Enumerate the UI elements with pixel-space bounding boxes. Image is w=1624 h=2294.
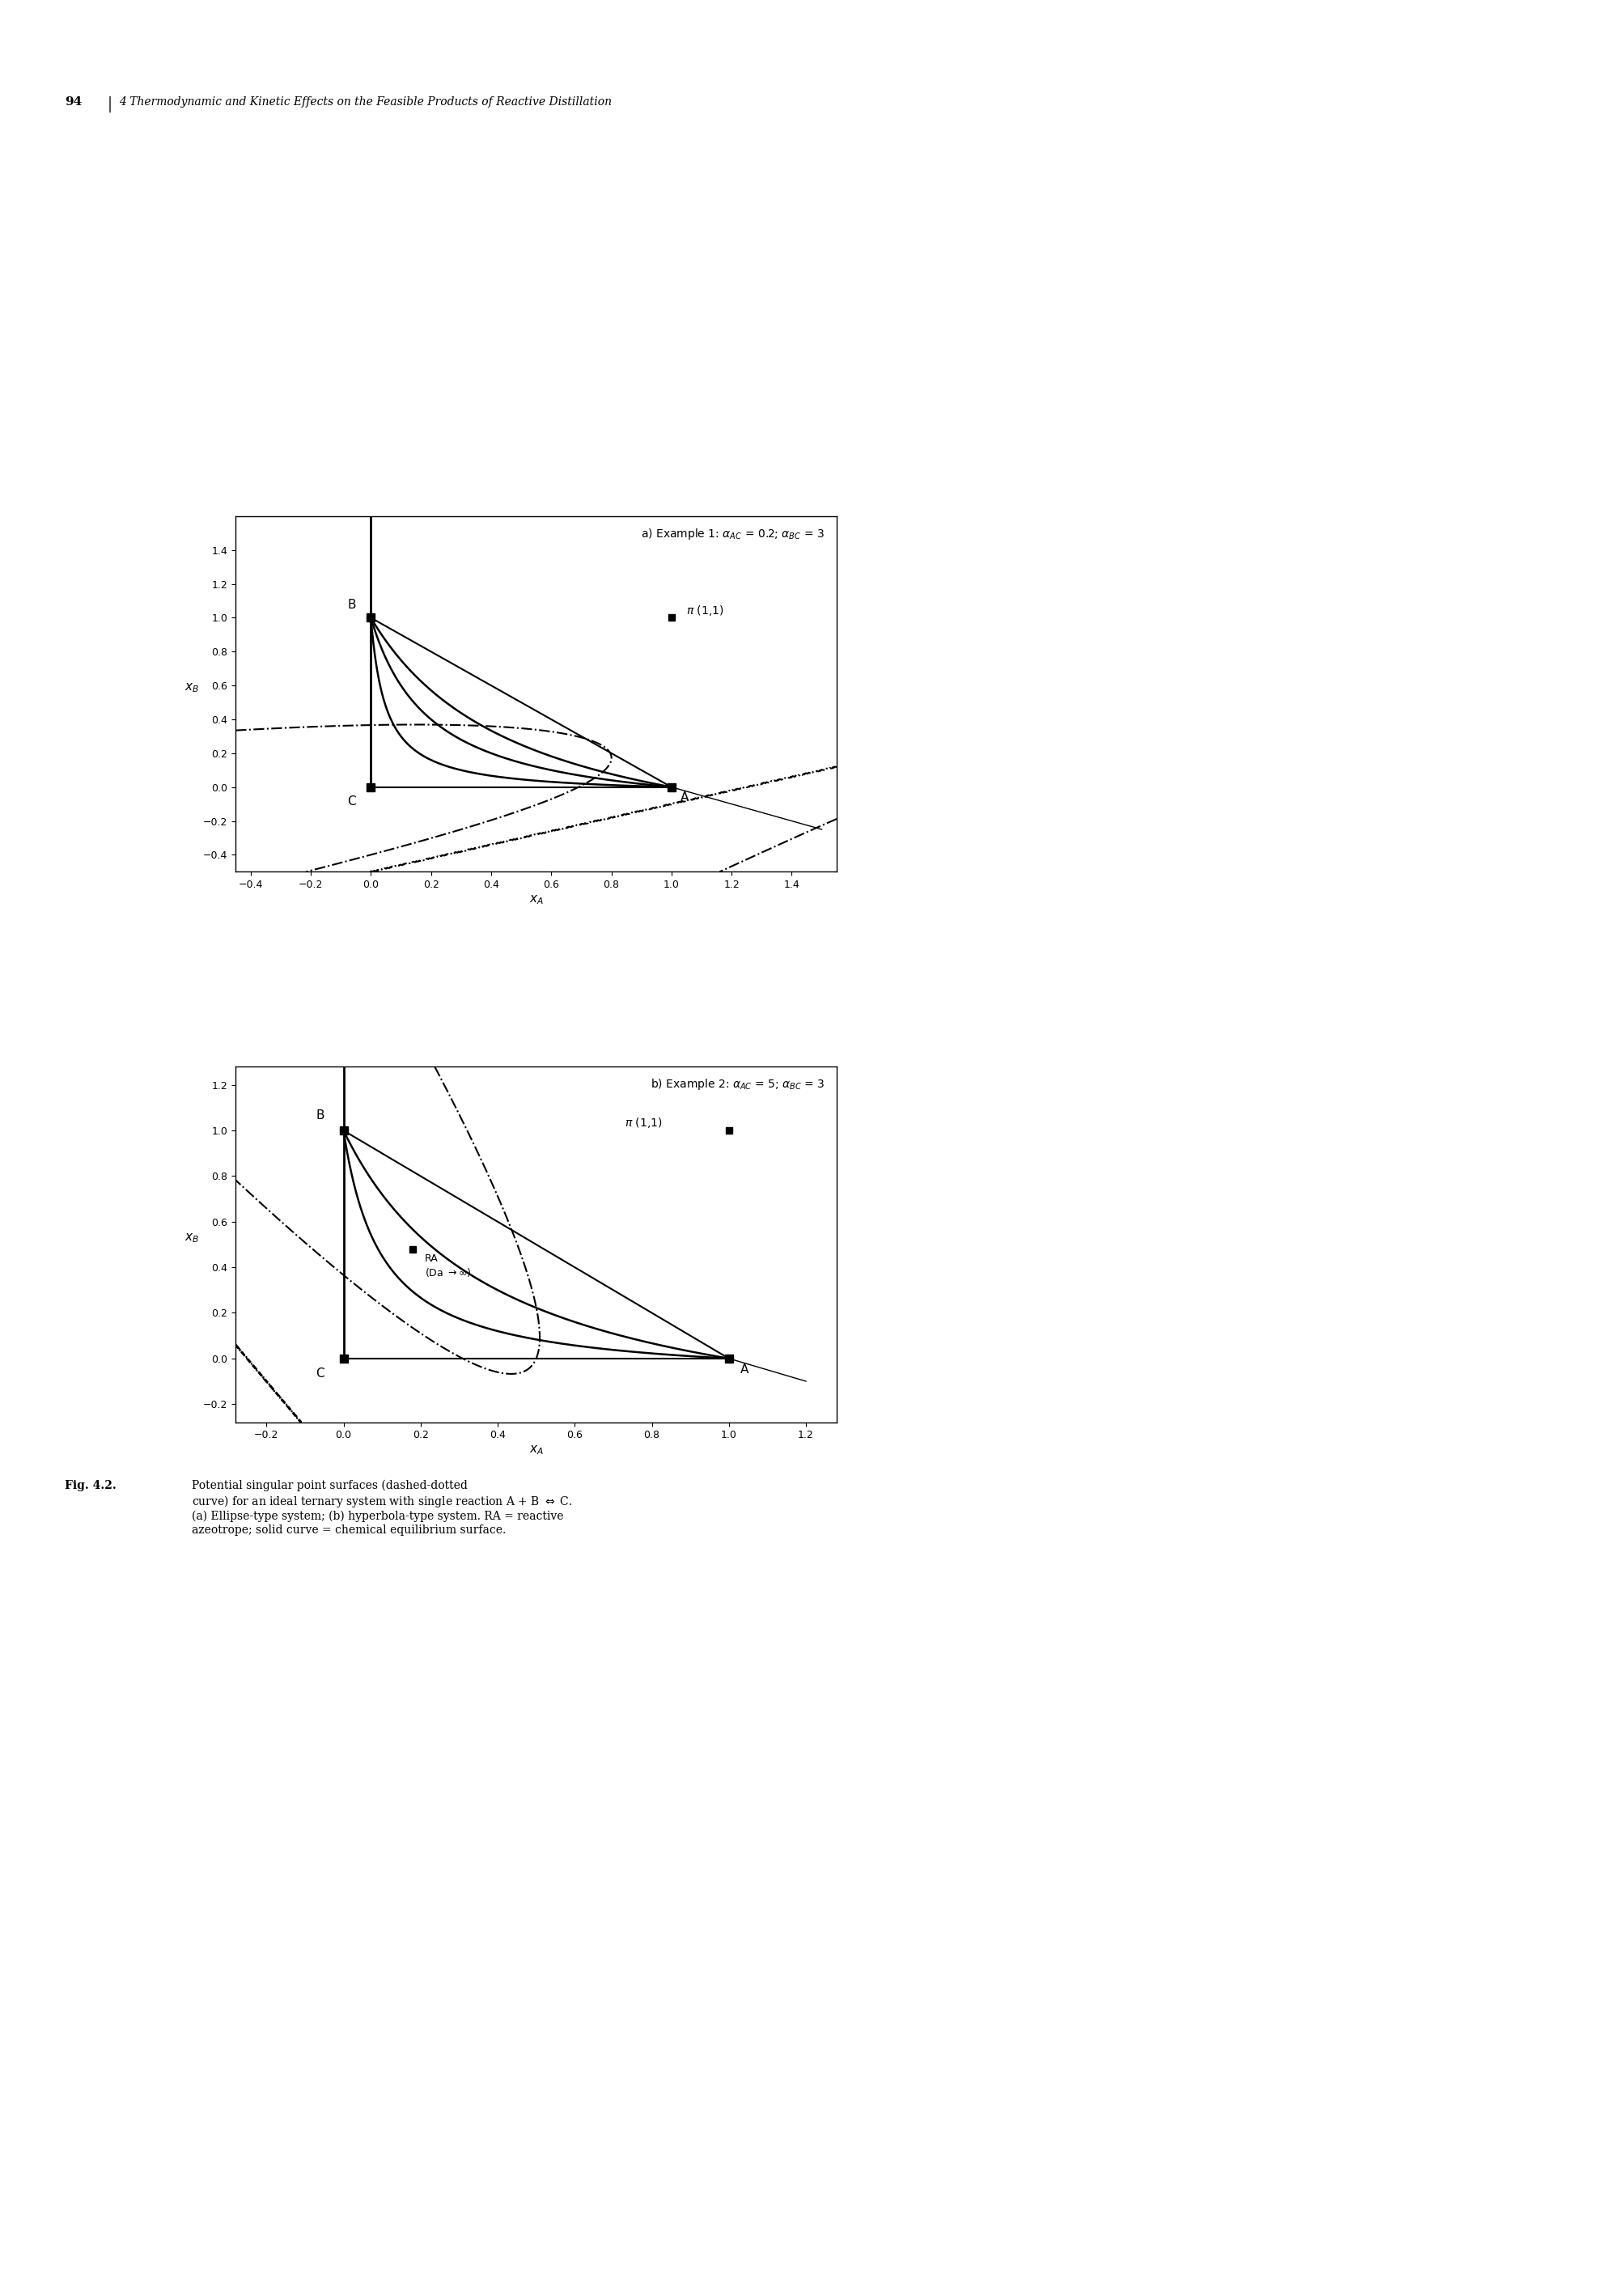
Text: C: C — [315, 1367, 325, 1379]
Y-axis label: $x_B$: $x_B$ — [185, 1232, 200, 1243]
Text: Fig. 4.2.: Fig. 4.2. — [65, 1480, 117, 1491]
Text: Potential singular point surfaces (dashed-dotted
curve) for an ideal ternary sys: Potential singular point surfaces (dashe… — [192, 1480, 572, 1535]
Text: RA
(Da $\rightarrow \infty$): RA (Da $\rightarrow \infty$) — [424, 1253, 471, 1278]
Text: $\pi$ (1,1): $\pi$ (1,1) — [687, 603, 724, 617]
Text: │: │ — [106, 96, 114, 112]
Text: 94: 94 — [65, 96, 83, 108]
Text: C: C — [348, 796, 356, 807]
Text: 4 Thermodynamic and Kinetic Effects on the Feasible Products of Reactive Distill: 4 Thermodynamic and Kinetic Effects on t… — [119, 96, 611, 108]
X-axis label: $x_A$: $x_A$ — [529, 892, 542, 906]
Y-axis label: $x_B$: $x_B$ — [185, 681, 200, 693]
Text: A: A — [680, 791, 689, 803]
Text: a) Example 1: $\alpha_{AC}$ = 0.2; $\alpha_{BC}$ = 3: a) Example 1: $\alpha_{AC}$ = 0.2; $\alp… — [641, 528, 825, 541]
Text: B: B — [315, 1110, 325, 1122]
Text: $\pi$ (1,1): $\pi$ (1,1) — [625, 1115, 663, 1129]
X-axis label: $x_A$: $x_A$ — [529, 1443, 542, 1457]
Text: b) Example 2: $\alpha_{AC}$ = 5; $\alpha_{BC}$ = 3: b) Example 2: $\alpha_{AC}$ = 5; $\alpha… — [650, 1078, 825, 1092]
Text: A: A — [741, 1365, 749, 1376]
Text: B: B — [348, 599, 356, 610]
